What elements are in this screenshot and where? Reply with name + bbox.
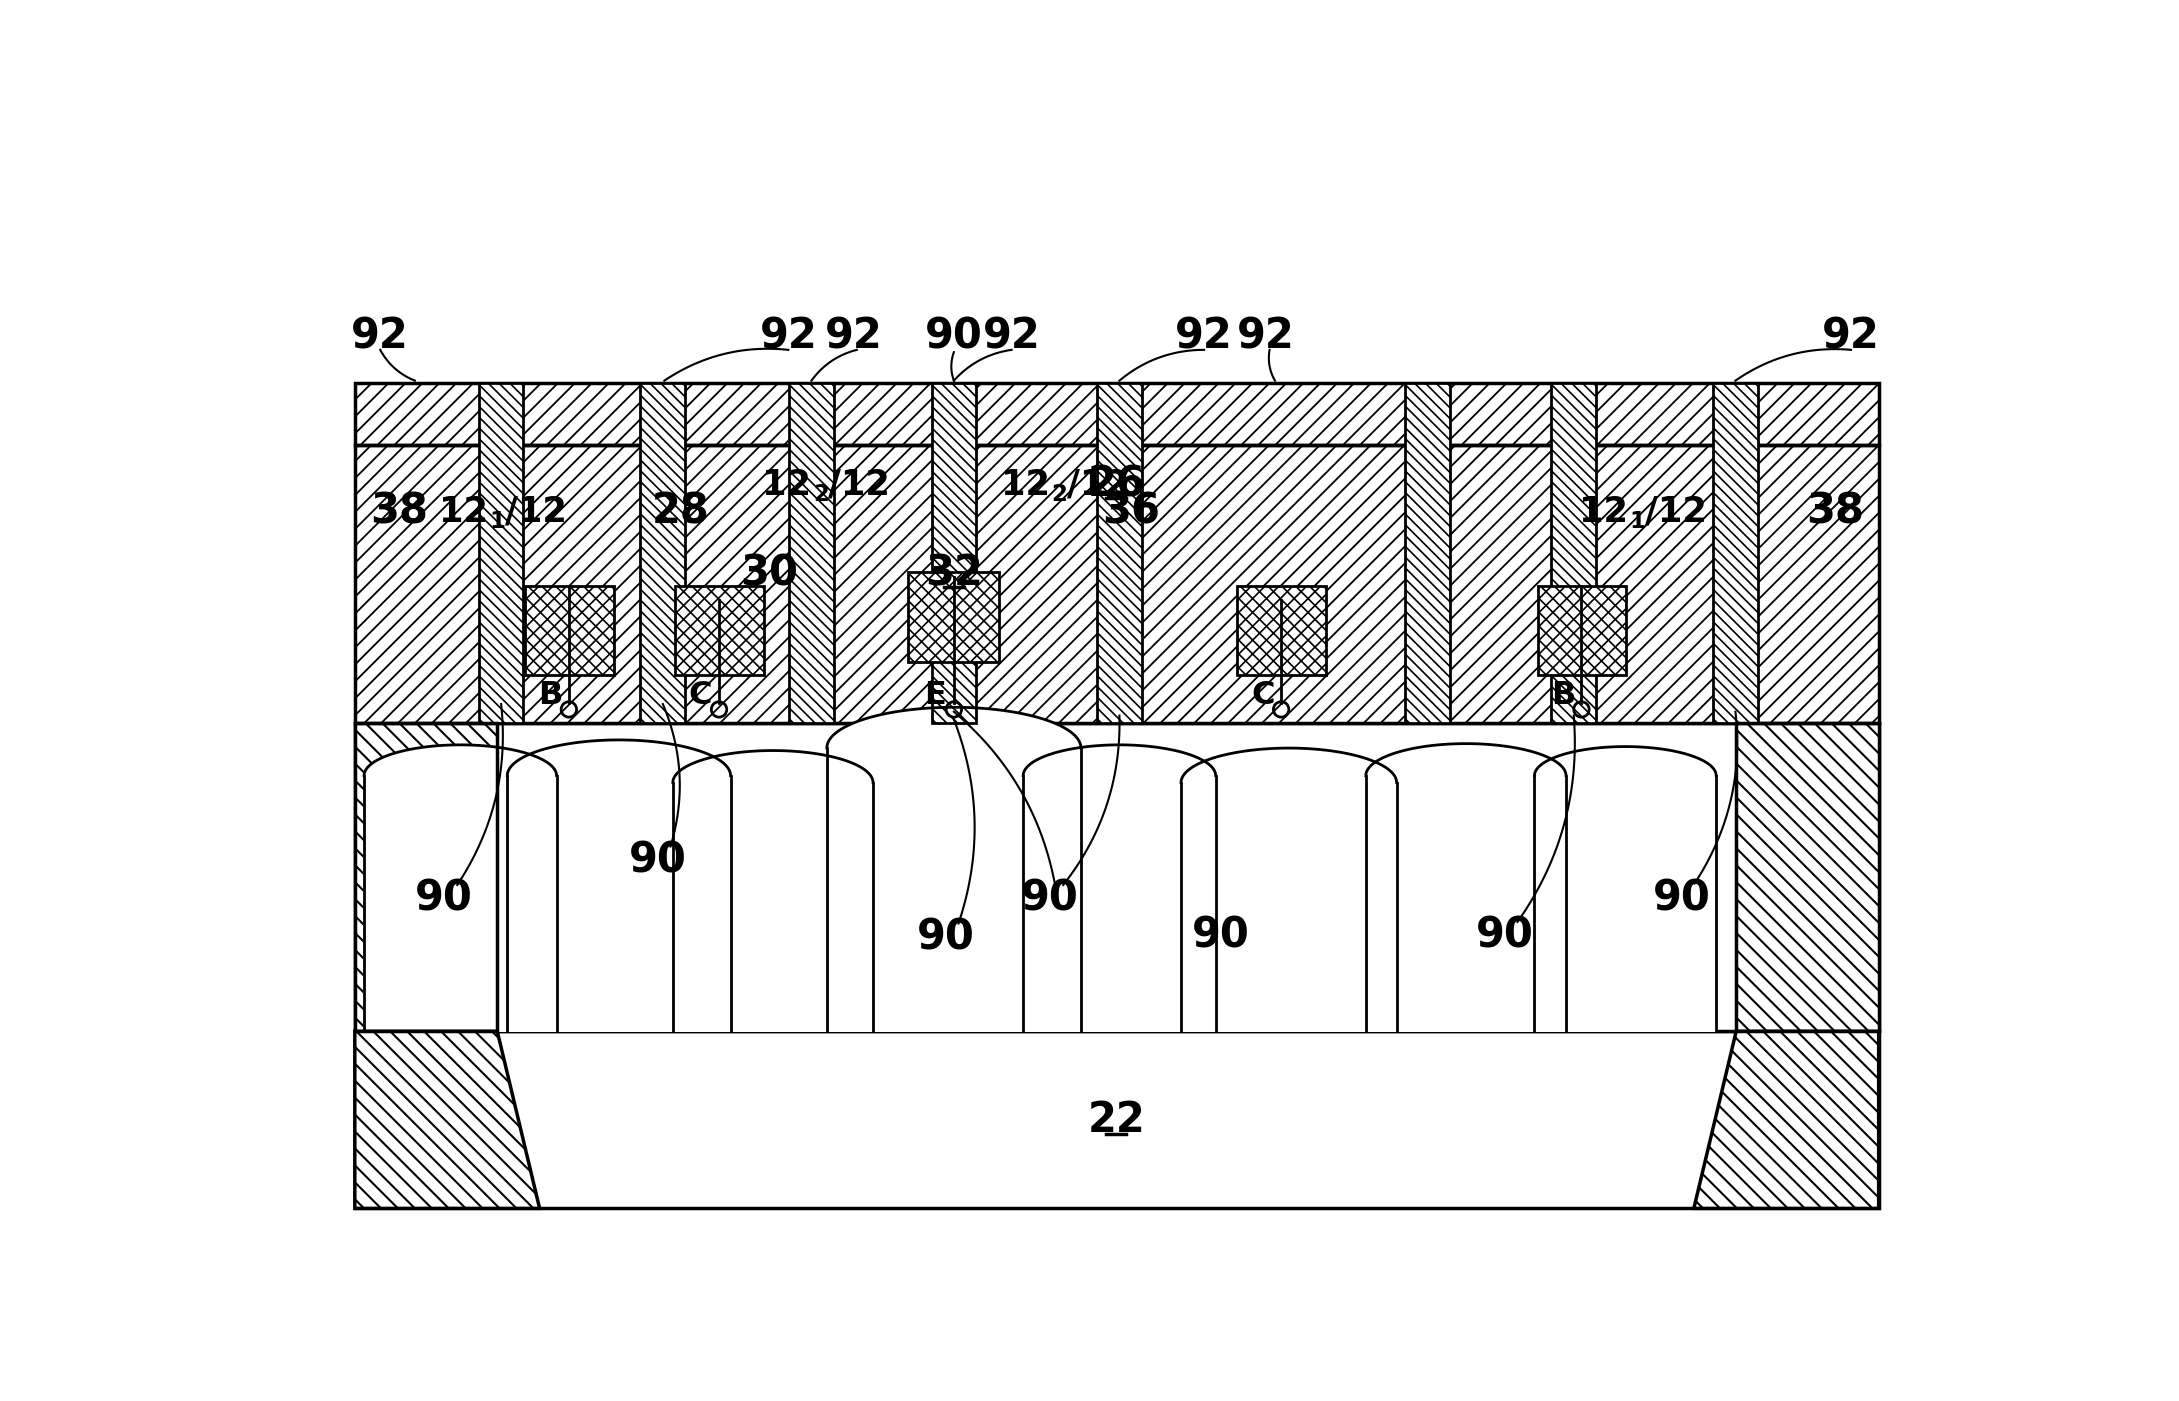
Text: E: E — [924, 679, 946, 712]
Text: 92: 92 — [983, 315, 1042, 357]
Bar — [1238, 586, 1325, 675]
Bar — [1096, 382, 1142, 723]
Text: C: C — [689, 679, 713, 712]
Bar — [641, 382, 684, 723]
Polygon shape — [1693, 1031, 1878, 1209]
Bar — [641, 382, 684, 723]
Bar — [355, 382, 1878, 444]
Text: 1: 1 — [490, 510, 506, 532]
Bar — [479, 382, 523, 723]
Bar — [909, 572, 1000, 663]
Bar — [525, 586, 614, 675]
Bar — [525, 586, 614, 675]
Text: 26: 26 — [1087, 464, 1146, 506]
Bar — [355, 723, 497, 1031]
Text: 32: 32 — [924, 552, 983, 594]
Polygon shape — [826, 708, 1081, 1031]
Polygon shape — [1534, 747, 1717, 1031]
Text: 92: 92 — [351, 315, 410, 357]
Bar — [933, 382, 976, 723]
Bar — [355, 1031, 1878, 1209]
Bar — [1551, 382, 1595, 723]
Text: 92: 92 — [826, 315, 882, 357]
Bar — [1405, 382, 1449, 723]
Text: 90: 90 — [1475, 915, 1534, 957]
Text: 92: 92 — [1822, 315, 1880, 357]
Bar — [355, 723, 497, 1031]
Polygon shape — [364, 745, 556, 1031]
Bar — [933, 382, 976, 723]
Bar — [1238, 586, 1325, 675]
Polygon shape — [1366, 744, 1567, 1031]
Text: 92: 92 — [1238, 315, 1294, 357]
Bar — [1538, 586, 1626, 675]
Bar — [1713, 382, 1758, 723]
Text: 38: 38 — [1806, 490, 1865, 532]
Text: 2: 2 — [1052, 483, 1068, 506]
Bar — [1238, 586, 1325, 675]
Text: /12: /12 — [1068, 468, 1129, 502]
Bar — [355, 444, 1878, 723]
Text: 90: 90 — [1652, 878, 1711, 920]
Text: 12: 12 — [1578, 495, 1628, 528]
Text: /12: /12 — [506, 495, 567, 528]
Bar — [789, 382, 835, 723]
Bar — [1737, 723, 1878, 1031]
Text: 28: 28 — [652, 490, 710, 532]
Bar — [789, 382, 835, 723]
Bar — [1538, 586, 1626, 675]
Text: 12: 12 — [763, 468, 811, 502]
Bar — [1538, 586, 1626, 675]
Text: 12: 12 — [1000, 468, 1050, 502]
Bar — [675, 586, 763, 675]
Text: /12: /12 — [828, 468, 891, 502]
Text: 90: 90 — [1192, 915, 1251, 957]
Text: 2: 2 — [813, 483, 828, 506]
Bar — [1405, 382, 1449, 723]
Bar — [355, 444, 1878, 723]
Text: 90: 90 — [628, 839, 686, 881]
Bar — [675, 586, 763, 675]
Bar — [355, 382, 1878, 444]
Bar — [1737, 723, 1878, 1031]
Polygon shape — [508, 740, 730, 1031]
Text: 22: 22 — [1087, 1098, 1146, 1140]
Bar — [1551, 382, 1595, 723]
Text: /12: /12 — [1645, 495, 1706, 528]
Bar — [909, 572, 1000, 663]
Polygon shape — [1024, 745, 1216, 1031]
Text: 92: 92 — [760, 315, 817, 357]
Text: 30: 30 — [741, 552, 798, 594]
Text: 1: 1 — [1630, 510, 1645, 532]
Text: 92: 92 — [1174, 315, 1233, 357]
Text: C: C — [1251, 679, 1275, 712]
Bar — [675, 586, 763, 675]
Bar — [355, 723, 1878, 1031]
Polygon shape — [355, 1031, 540, 1209]
Text: 38: 38 — [370, 490, 429, 532]
Polygon shape — [673, 751, 874, 1031]
Text: 90: 90 — [1022, 878, 1079, 920]
Bar — [525, 586, 614, 675]
Polygon shape — [1181, 748, 1397, 1031]
Text: 90: 90 — [414, 878, 473, 920]
Bar — [479, 382, 523, 723]
Text: 90: 90 — [917, 916, 976, 958]
Text: B: B — [538, 679, 562, 712]
Text: 12: 12 — [438, 495, 488, 528]
Bar — [1713, 382, 1758, 723]
Text: B: B — [1551, 679, 1575, 712]
Bar — [1096, 382, 1142, 723]
Bar — [909, 572, 1000, 663]
Text: 36: 36 — [1103, 490, 1159, 532]
Text: 90: 90 — [924, 315, 983, 357]
